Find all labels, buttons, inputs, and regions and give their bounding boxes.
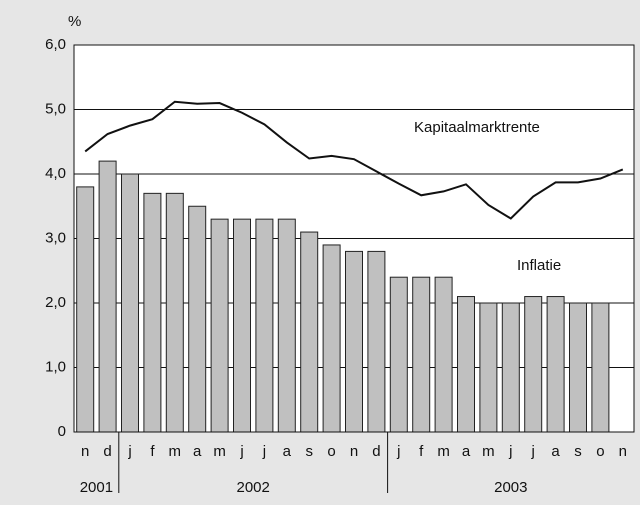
- bar: [569, 302, 587, 433]
- line: [84, 100, 624, 220]
- bar: [479, 302, 498, 433]
- bar: [367, 250, 386, 433]
- bar: [591, 302, 610, 433]
- x-tick-label: j: [262, 443, 266, 460]
- unit-label: %: [68, 13, 81, 30]
- year-label: 2001: [80, 479, 113, 496]
- x-tick-label: a: [193, 443, 202, 460]
- y-tick-label: 1,0: [45, 358, 66, 375]
- x-tick-label: a: [551, 443, 560, 460]
- bar: [210, 218, 229, 433]
- bar: [76, 186, 95, 433]
- bar: [322, 244, 341, 433]
- x-tick-label: o: [327, 443, 335, 460]
- x-tick-label: j: [531, 443, 535, 460]
- x-tick-label: m: [169, 443, 182, 460]
- year-label: 2003: [494, 479, 527, 496]
- bar: [546, 296, 565, 433]
- y-tick-label: 5,0: [45, 100, 66, 117]
- y-tick-label: 0: [58, 423, 66, 440]
- x-tick-label: a: [283, 443, 292, 460]
- x-tick-label: a: [462, 443, 471, 460]
- x-tick-label: j: [508, 443, 512, 460]
- plot-border: [73, 44, 635, 433]
- bar: [233, 218, 251, 433]
- y-tick-label: 2,0: [45, 294, 66, 311]
- bar: [143, 192, 162, 433]
- bar: [300, 231, 319, 433]
- x-tick-label: s: [305, 443, 313, 460]
- x-tick-label: n: [619, 443, 627, 460]
- bar: [501, 302, 520, 433]
- x-tick-label: f: [419, 443, 424, 460]
- x-tick-label: d: [103, 443, 111, 460]
- x-tick-label: j: [396, 443, 400, 460]
- x-tick-label: m: [213, 443, 226, 460]
- x-tick-label: m: [482, 443, 495, 460]
- bar: [389, 276, 408, 433]
- year-label: 2002: [237, 479, 270, 496]
- x-tick-label: f: [150, 443, 155, 460]
- bar: [524, 296, 543, 433]
- bar: [277, 218, 296, 433]
- y-tick-label: 6,0: [45, 36, 66, 53]
- series-label: Inflatie: [517, 257, 561, 274]
- y-tick-label: 3,0: [45, 229, 66, 246]
- bar: [121, 173, 139, 433]
- bar: [345, 250, 363, 433]
- x-tick-label: j: [127, 443, 131, 460]
- bar: [98, 160, 117, 433]
- x-tick-label: d: [372, 443, 380, 460]
- x-tick-label: m: [437, 443, 450, 460]
- series-label: Kapitaalmarktrente: [414, 119, 540, 136]
- bar: [188, 205, 207, 433]
- x-tick-label: j: [239, 443, 243, 460]
- bar: [457, 296, 475, 433]
- x-tick-label: n: [81, 443, 89, 460]
- bar: [412, 276, 431, 433]
- x-tick-label: s: [574, 443, 582, 460]
- y-tick-label: 4,0: [45, 165, 66, 182]
- x-tick-label: o: [596, 443, 604, 460]
- bar: [165, 192, 184, 433]
- bar: [255, 218, 274, 433]
- bar: [434, 276, 453, 433]
- x-tick-label: n: [350, 443, 358, 460]
